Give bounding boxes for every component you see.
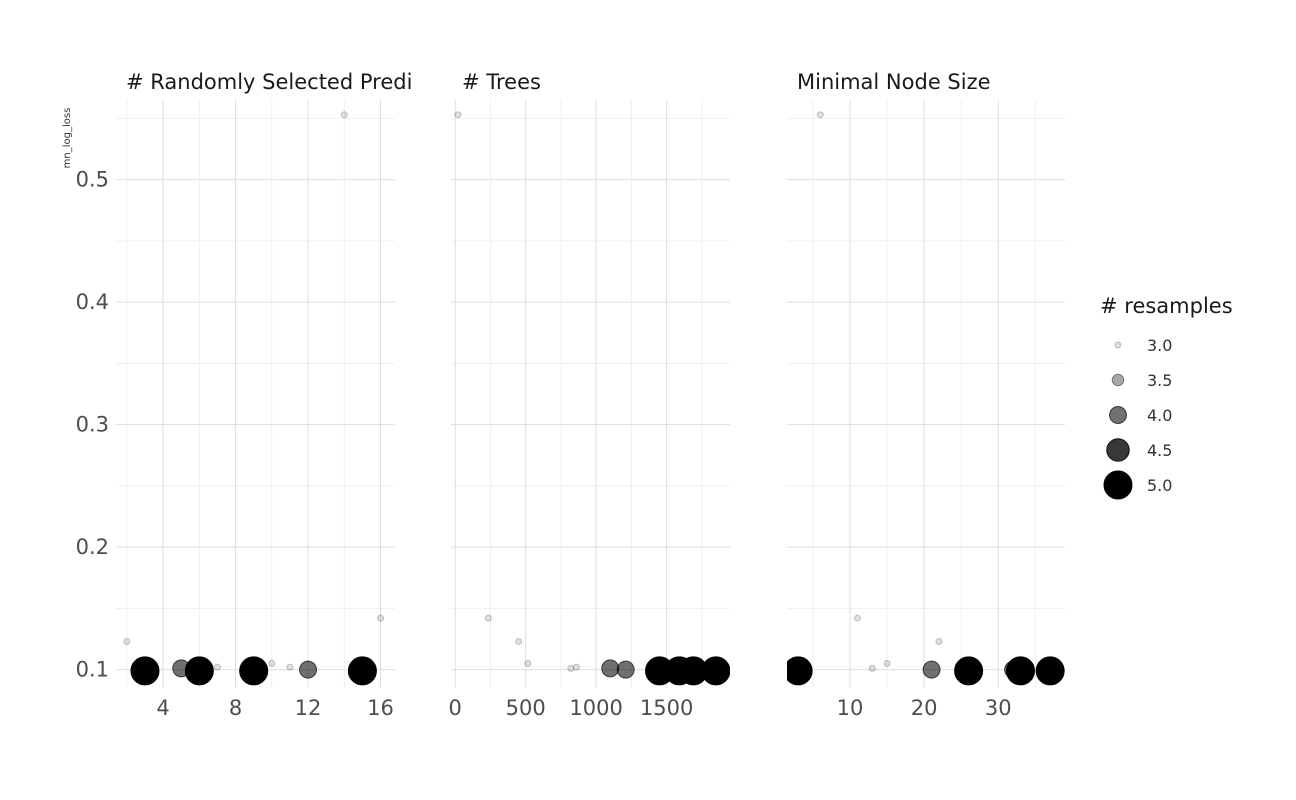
legend-key — [1114, 341, 1122, 349]
data-point — [213, 663, 221, 671]
legend-entry-label: 3.0 — [1147, 336, 1172, 355]
panel-title: # Trees — [462, 70, 541, 94]
data-point — [935, 637, 943, 645]
y-tick-label: 0.3 — [76, 413, 109, 437]
panel-title: Minimal Node Size — [797, 70, 991, 94]
x-tick-label: 10 — [837, 696, 864, 720]
facet-panel-1: # Randomly Selected Predi 4 8 12 16 — [116, 70, 412, 720]
data-point — [286, 663, 294, 671]
x-tick-label: 1000 — [569, 696, 622, 720]
panel-title: # Randomly Selected Predi — [126, 70, 412, 94]
data-point — [515, 637, 523, 645]
legend-key — [1111, 373, 1125, 387]
y-tick-label: 0.4 — [76, 290, 109, 314]
x-tick-label: 0 — [449, 696, 462, 720]
data-point — [1035, 656, 1065, 686]
facet-panel-3: Minimal Node Size 10 20 30 — [787, 70, 1065, 720]
data-point — [268, 660, 276, 667]
x-tick-label: 16 — [367, 696, 394, 720]
legend-entry-label: 3.5 — [1147, 371, 1172, 390]
data-point — [883, 660, 891, 667]
facet-panels: 0.1 0.2 0.3 0.4 0.5 # Randomly Selected Predi… — [76, 70, 1065, 720]
data-point — [184, 656, 214, 686]
data-point — [1006, 656, 1036, 686]
y-axis-label: mn_log_loss — [62, 108, 73, 169]
legend-entry-label: 5.0 — [1147, 476, 1172, 495]
data-point — [123, 637, 131, 645]
legend-key — [1103, 470, 1133, 500]
data-point — [524, 660, 532, 667]
data-point — [130, 656, 160, 686]
data-point — [816, 111, 824, 119]
data-point — [484, 614, 492, 622]
data-point — [299, 660, 318, 679]
data-point — [454, 111, 462, 119]
data-point — [377, 614, 385, 622]
y-tick-label: 0.5 — [76, 168, 109, 192]
data-point — [239, 656, 269, 686]
facet-panel-2: # Trees 0 500 1000 1500 — [449, 70, 730, 720]
x-tick-label: 12 — [295, 696, 322, 720]
legend-key — [1106, 438, 1130, 462]
data-point — [922, 660, 941, 679]
data-point — [572, 663, 580, 671]
data-points — [123, 111, 385, 686]
legend: # resamples 3.0 3.5 4.0 4.5 5.0 — [1100, 294, 1233, 500]
x-tick-label: 1500 — [640, 696, 693, 720]
data-point — [340, 111, 348, 119]
x-tick-label: 8 — [229, 696, 242, 720]
data-point — [347, 656, 377, 686]
legend-entry-label: 4.0 — [1147, 406, 1172, 425]
legend-title: # resamples — [1100, 294, 1233, 318]
legend-key — [1109, 406, 1127, 424]
data-point — [787, 656, 813, 686]
data-points — [787, 111, 1065, 686]
x-tick-label: 500 — [506, 696, 546, 720]
y-tick-label: 0.2 — [76, 535, 109, 559]
x-tick-label: 20 — [911, 696, 938, 720]
legend-entry-label: 4.5 — [1147, 441, 1172, 460]
data-point — [616, 660, 635, 679]
y-tick-label: 0.1 — [76, 658, 109, 682]
x-tick-label: 4 — [156, 696, 169, 720]
data-point — [601, 659, 620, 678]
data-point — [701, 656, 730, 686]
data-point — [954, 656, 984, 686]
data-points — [454, 111, 730, 686]
x-tick-label: 30 — [985, 696, 1012, 720]
data-point — [567, 664, 575, 672]
data-point — [853, 614, 861, 622]
data-point — [868, 664, 876, 672]
